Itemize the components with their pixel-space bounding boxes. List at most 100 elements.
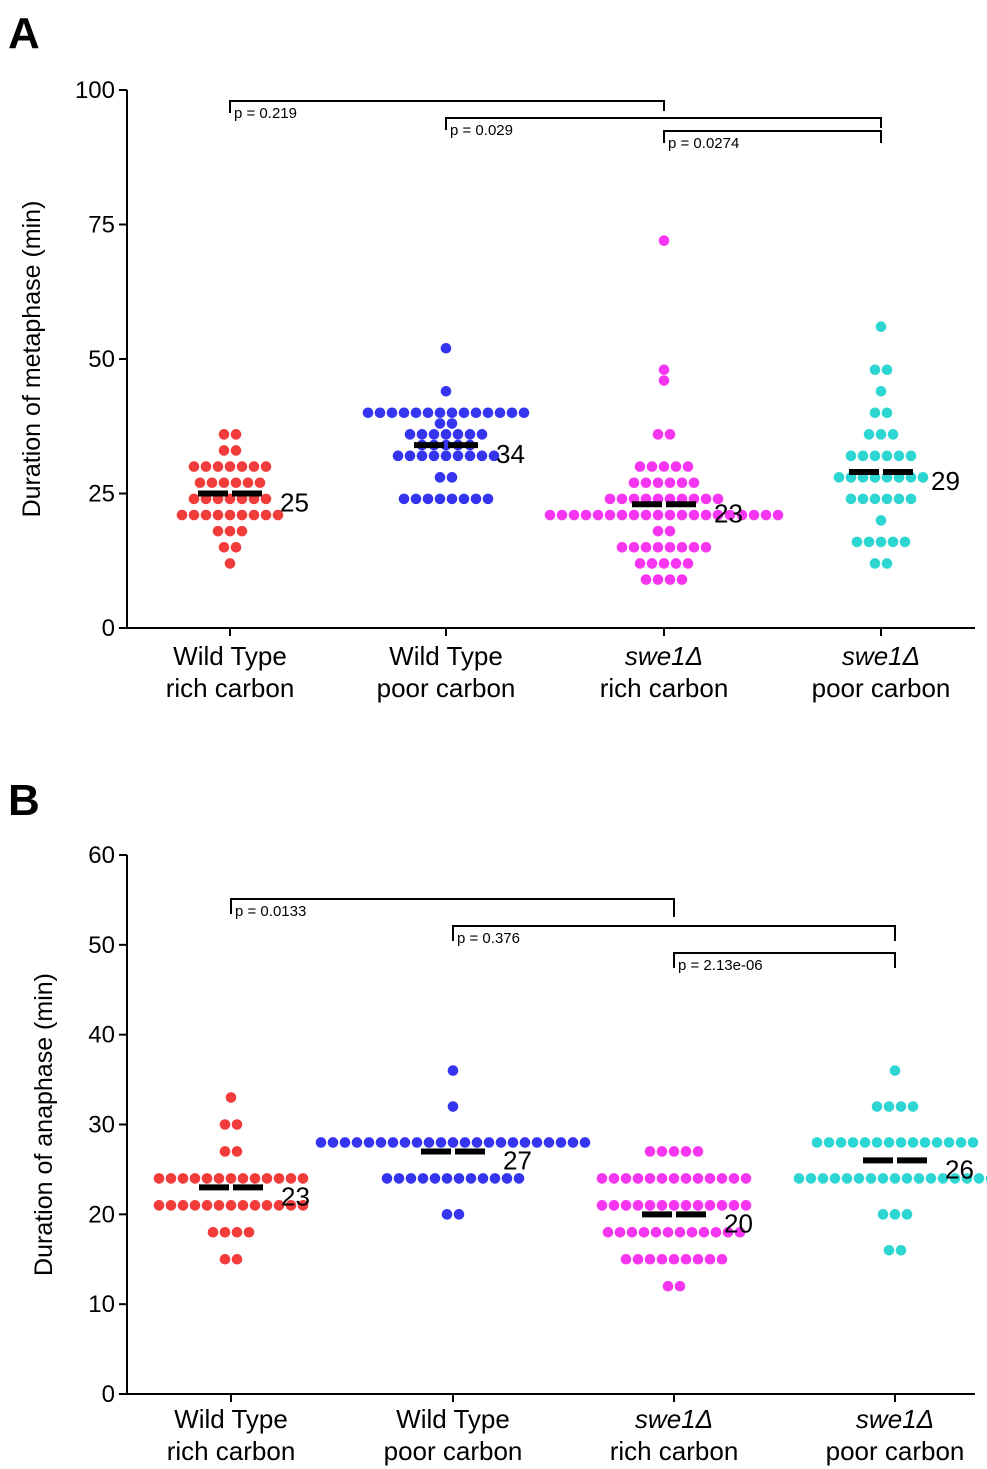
data-point [895, 1101, 907, 1112]
data-point [231, 1119, 243, 1130]
data-point [863, 536, 875, 548]
data-point [662, 1280, 674, 1292]
data-point [652, 477, 664, 489]
data-point [236, 461, 248, 472]
x-tick-label-line1: swe1Δ [842, 641, 920, 671]
data-point [646, 558, 658, 569]
y-tick-label: 60 [88, 842, 115, 869]
data-point [688, 477, 700, 489]
data-point [200, 461, 212, 472]
data-point [604, 493, 616, 505]
data-point [973, 1173, 985, 1184]
data-point [704, 1200, 716, 1211]
data-point [652, 542, 664, 553]
data-point [441, 1209, 453, 1220]
data-point [219, 1119, 231, 1130]
significance-bracket [663, 130, 882, 143]
median-label: 23 [714, 498, 743, 528]
y-tick-label: 50 [88, 346, 115, 373]
data-point [680, 1253, 692, 1265]
data-point [446, 493, 458, 505]
data-point [688, 509, 700, 521]
median-label: 27 [503, 1145, 532, 1175]
data-point [392, 450, 404, 462]
data-point [881, 407, 893, 419]
data-point [716, 1200, 728, 1211]
data-point [459, 1137, 471, 1148]
significance-bracket [229, 100, 665, 113]
data-point [658, 461, 670, 472]
data-point [225, 1200, 237, 1211]
p-value-label: p = 0.0133 [235, 903, 306, 920]
data-point [881, 558, 893, 569]
data-point [668, 1200, 680, 1211]
data-point [628, 542, 640, 553]
data-point [416, 429, 428, 440]
data-point [628, 509, 640, 521]
data-point [632, 1253, 644, 1265]
data-point [404, 429, 416, 440]
data-point [225, 1173, 237, 1184]
data-point [476, 429, 488, 440]
y-tick-label: 100 [75, 77, 115, 104]
data-point [435, 1137, 447, 1148]
data-point [682, 558, 694, 569]
data-point [901, 1173, 913, 1184]
data-point [285, 1200, 297, 1211]
data-point [646, 461, 658, 472]
significance-bracket [230, 898, 675, 917]
data-point [664, 477, 676, 489]
data-point [724, 509, 736, 521]
data-point [889, 1173, 901, 1184]
data-point [899, 536, 911, 548]
data-point [658, 364, 670, 376]
data-point [644, 1146, 656, 1157]
data-point [889, 1209, 901, 1220]
data-point [201, 1173, 213, 1184]
data-point [620, 1173, 632, 1184]
x-tick-label-line2: rich carbon [600, 673, 729, 703]
data-point [949, 1173, 961, 1184]
data-point [441, 1173, 453, 1184]
data-point [237, 1200, 249, 1211]
data-point [680, 1173, 692, 1184]
data-point [829, 1173, 841, 1184]
y-tick-label: 20 [88, 1201, 115, 1228]
x-tick-label-line1: swe1Δ [856, 1404, 934, 1434]
data-point [887, 429, 899, 440]
y-tick-label: 50 [88, 932, 115, 959]
data-point [422, 493, 434, 505]
data-point [905, 450, 917, 462]
significance-bracket [673, 952, 896, 968]
data-point [716, 1173, 728, 1184]
data-point [453, 1173, 465, 1184]
data-point [869, 493, 881, 505]
data-point [447, 1065, 459, 1076]
data-point [362, 407, 374, 419]
data-point [248, 509, 260, 521]
data-point [224, 558, 236, 569]
panel-letter-b: B [8, 776, 40, 825]
data-point [363, 1137, 375, 1148]
data-point [893, 450, 905, 462]
data-point [452, 429, 464, 440]
data-point [652, 429, 664, 440]
data-point [875, 385, 887, 397]
data-point [887, 536, 899, 548]
data-point [231, 1146, 243, 1157]
data-point [201, 1200, 213, 1211]
data-point [218, 542, 230, 553]
data-point [153, 1200, 165, 1211]
data-point [883, 1244, 895, 1256]
data-point [883, 1101, 895, 1112]
data-point [869, 364, 881, 376]
data-point [700, 493, 712, 505]
data-point [458, 493, 470, 505]
data-point [434, 407, 446, 419]
data-point [398, 407, 410, 419]
x-tick-label-line1: swe1Δ [625, 641, 703, 671]
data-point [853, 1173, 865, 1184]
y-tick-label: 0 [102, 615, 115, 642]
y-axis-title: Duration of anaphase (min) [30, 973, 58, 1276]
